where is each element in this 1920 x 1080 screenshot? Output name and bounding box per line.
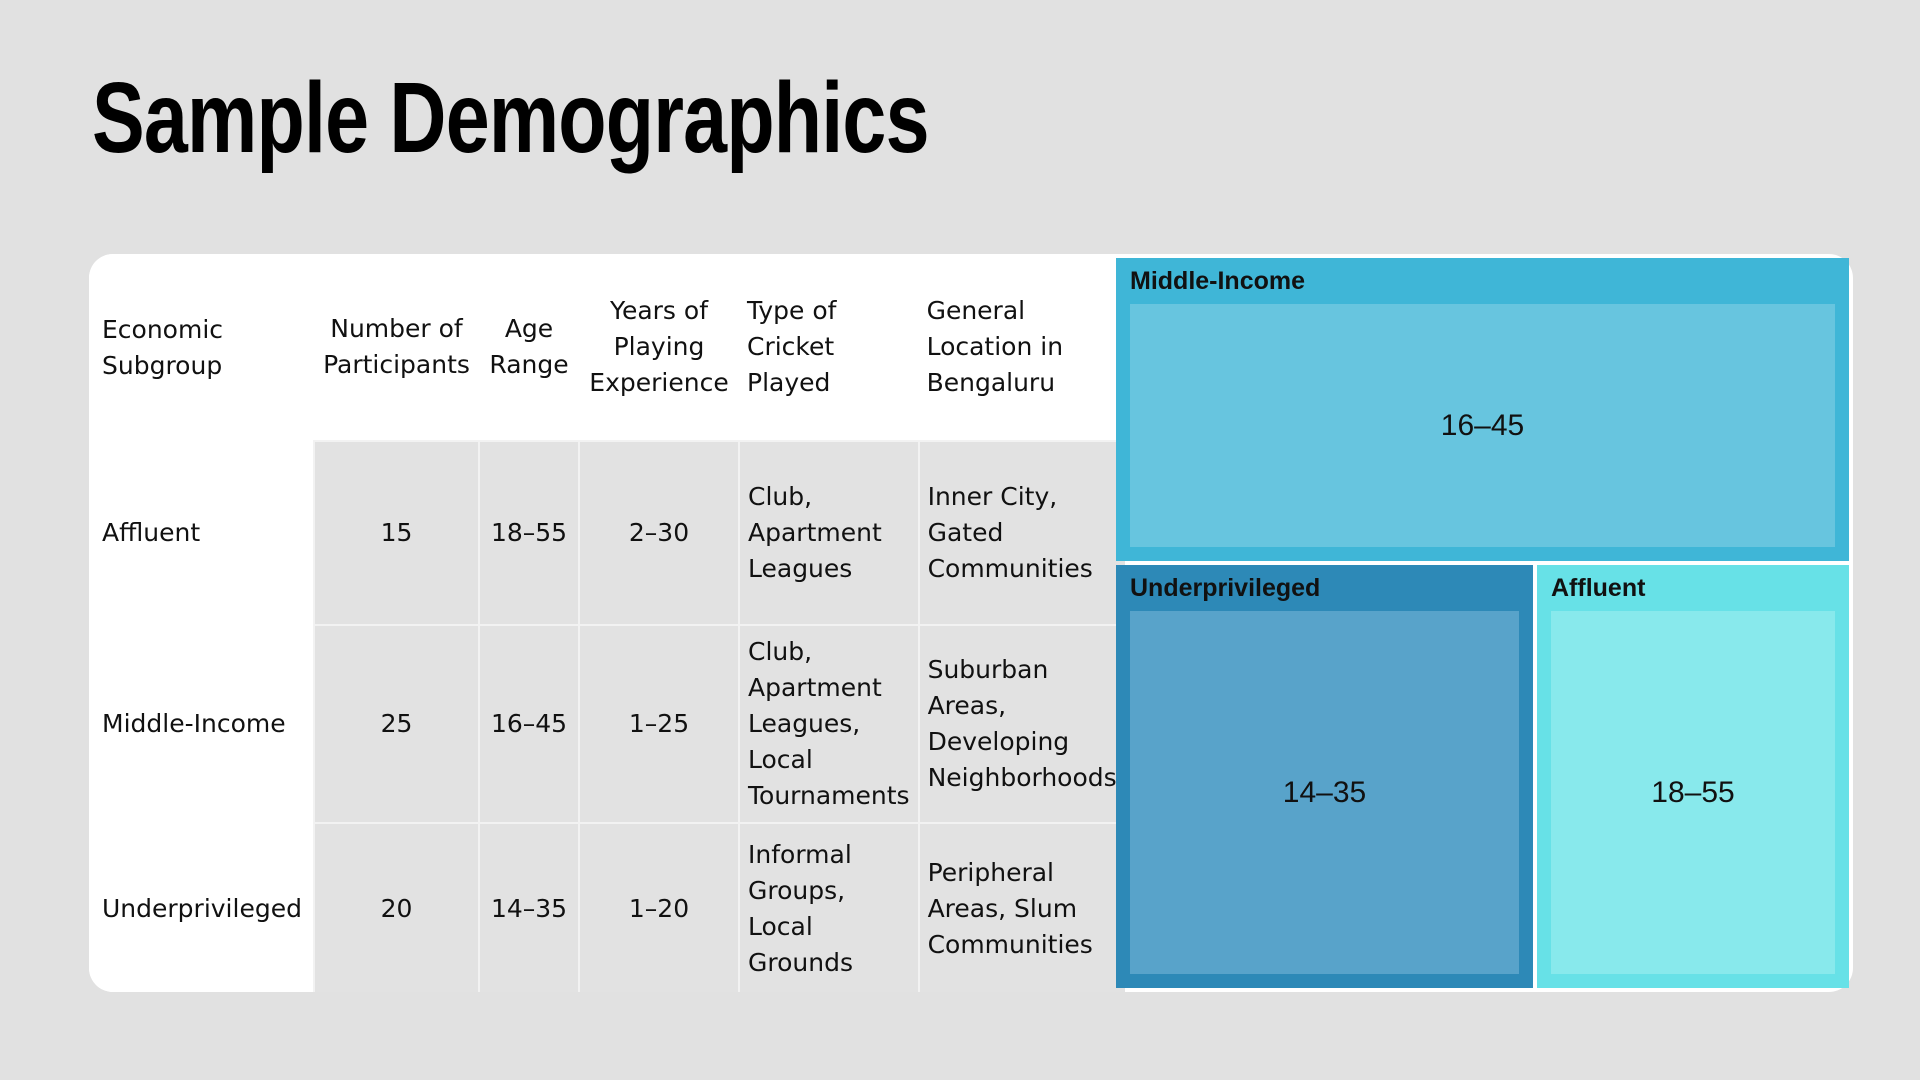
treemap-group-label: Underprivileged (1130, 574, 1321, 602)
table-header-row: Economic Subgroup Number of Participants… (89, 254, 1125, 441)
cell-age-range: 18–55 (478, 440, 579, 625)
header-experience: Years of Playing Experience (579, 254, 739, 441)
cell-experience: 2–30 (578, 440, 739, 625)
cell-subgroup: Affluent (89, 441, 314, 625)
cell-age-range: 16–45 (478, 624, 579, 823)
table-row: Underprivileged 20 14–35 1–20 Informal G… (89, 822, 1125, 992)
cell-participants: 25 (313, 624, 479, 823)
header-cricket-type: Type of Cricket Played (739, 254, 919, 441)
header-participants: Number of Participants (314, 254, 479, 441)
treemap-group-label: Affluent (1551, 574, 1646, 602)
header-subgroup: Economic Subgroup (89, 254, 314, 441)
cell-participants: 20 (313, 822, 479, 992)
treemap-leaf: 18–55 (1551, 611, 1835, 974)
treemap-group-middle-income: Middle-Income 16–45 (1116, 258, 1849, 561)
header-location: General Location in Bengaluru (918, 254, 1125, 441)
treemap-leaf: 16–45 (1130, 304, 1835, 547)
treemap-group-label: Middle-Income (1130, 267, 1306, 295)
cell-participants: 15 (313, 440, 479, 625)
cell-subgroup: Middle-Income (89, 625, 314, 823)
cell-experience: 1–20 (578, 822, 739, 992)
treemap-leaf: 14–35 (1130, 611, 1519, 974)
cell-cricket-type: Informal Groups, Local Grounds (738, 822, 919, 992)
cell-location: Peripheral Areas, Slum Communities (917, 822, 1125, 992)
treemap-group-affluent: Affluent 18–55 (1537, 565, 1849, 988)
cell-subgroup: Underprivileged (89, 823, 314, 992)
table-row: Middle-Income 25 16–45 1–25 Club, Apartm… (89, 624, 1125, 823)
cell-location: Suburban Areas, Developing Neighborhoods (917, 624, 1125, 823)
cell-age-range: 14–35 (478, 822, 579, 992)
table-row: Affluent 15 18–55 2–30 Club, Apartment L… (89, 440, 1125, 625)
cell-cricket-type: Club, Apartment Leagues (738, 440, 919, 625)
treemap-chart: Middle-Income 16–45 Underprivileged 14–35 Af… (1112, 254, 1853, 992)
demographics-table: Economic Subgroup Number of Participants… (89, 254, 1125, 992)
cell-cricket-type: Club, Apartment Leagues, Local Tournamen… (738, 624, 919, 823)
treemap-group-underprivileged: Underprivileged 14–35 (1116, 565, 1533, 988)
cell-location: Inner City, Gated Communities (917, 440, 1125, 625)
cell-experience: 1–25 (578, 624, 739, 823)
page-title: Sample Demographics (92, 62, 929, 174)
header-age-range: Age Range (479, 254, 579, 441)
